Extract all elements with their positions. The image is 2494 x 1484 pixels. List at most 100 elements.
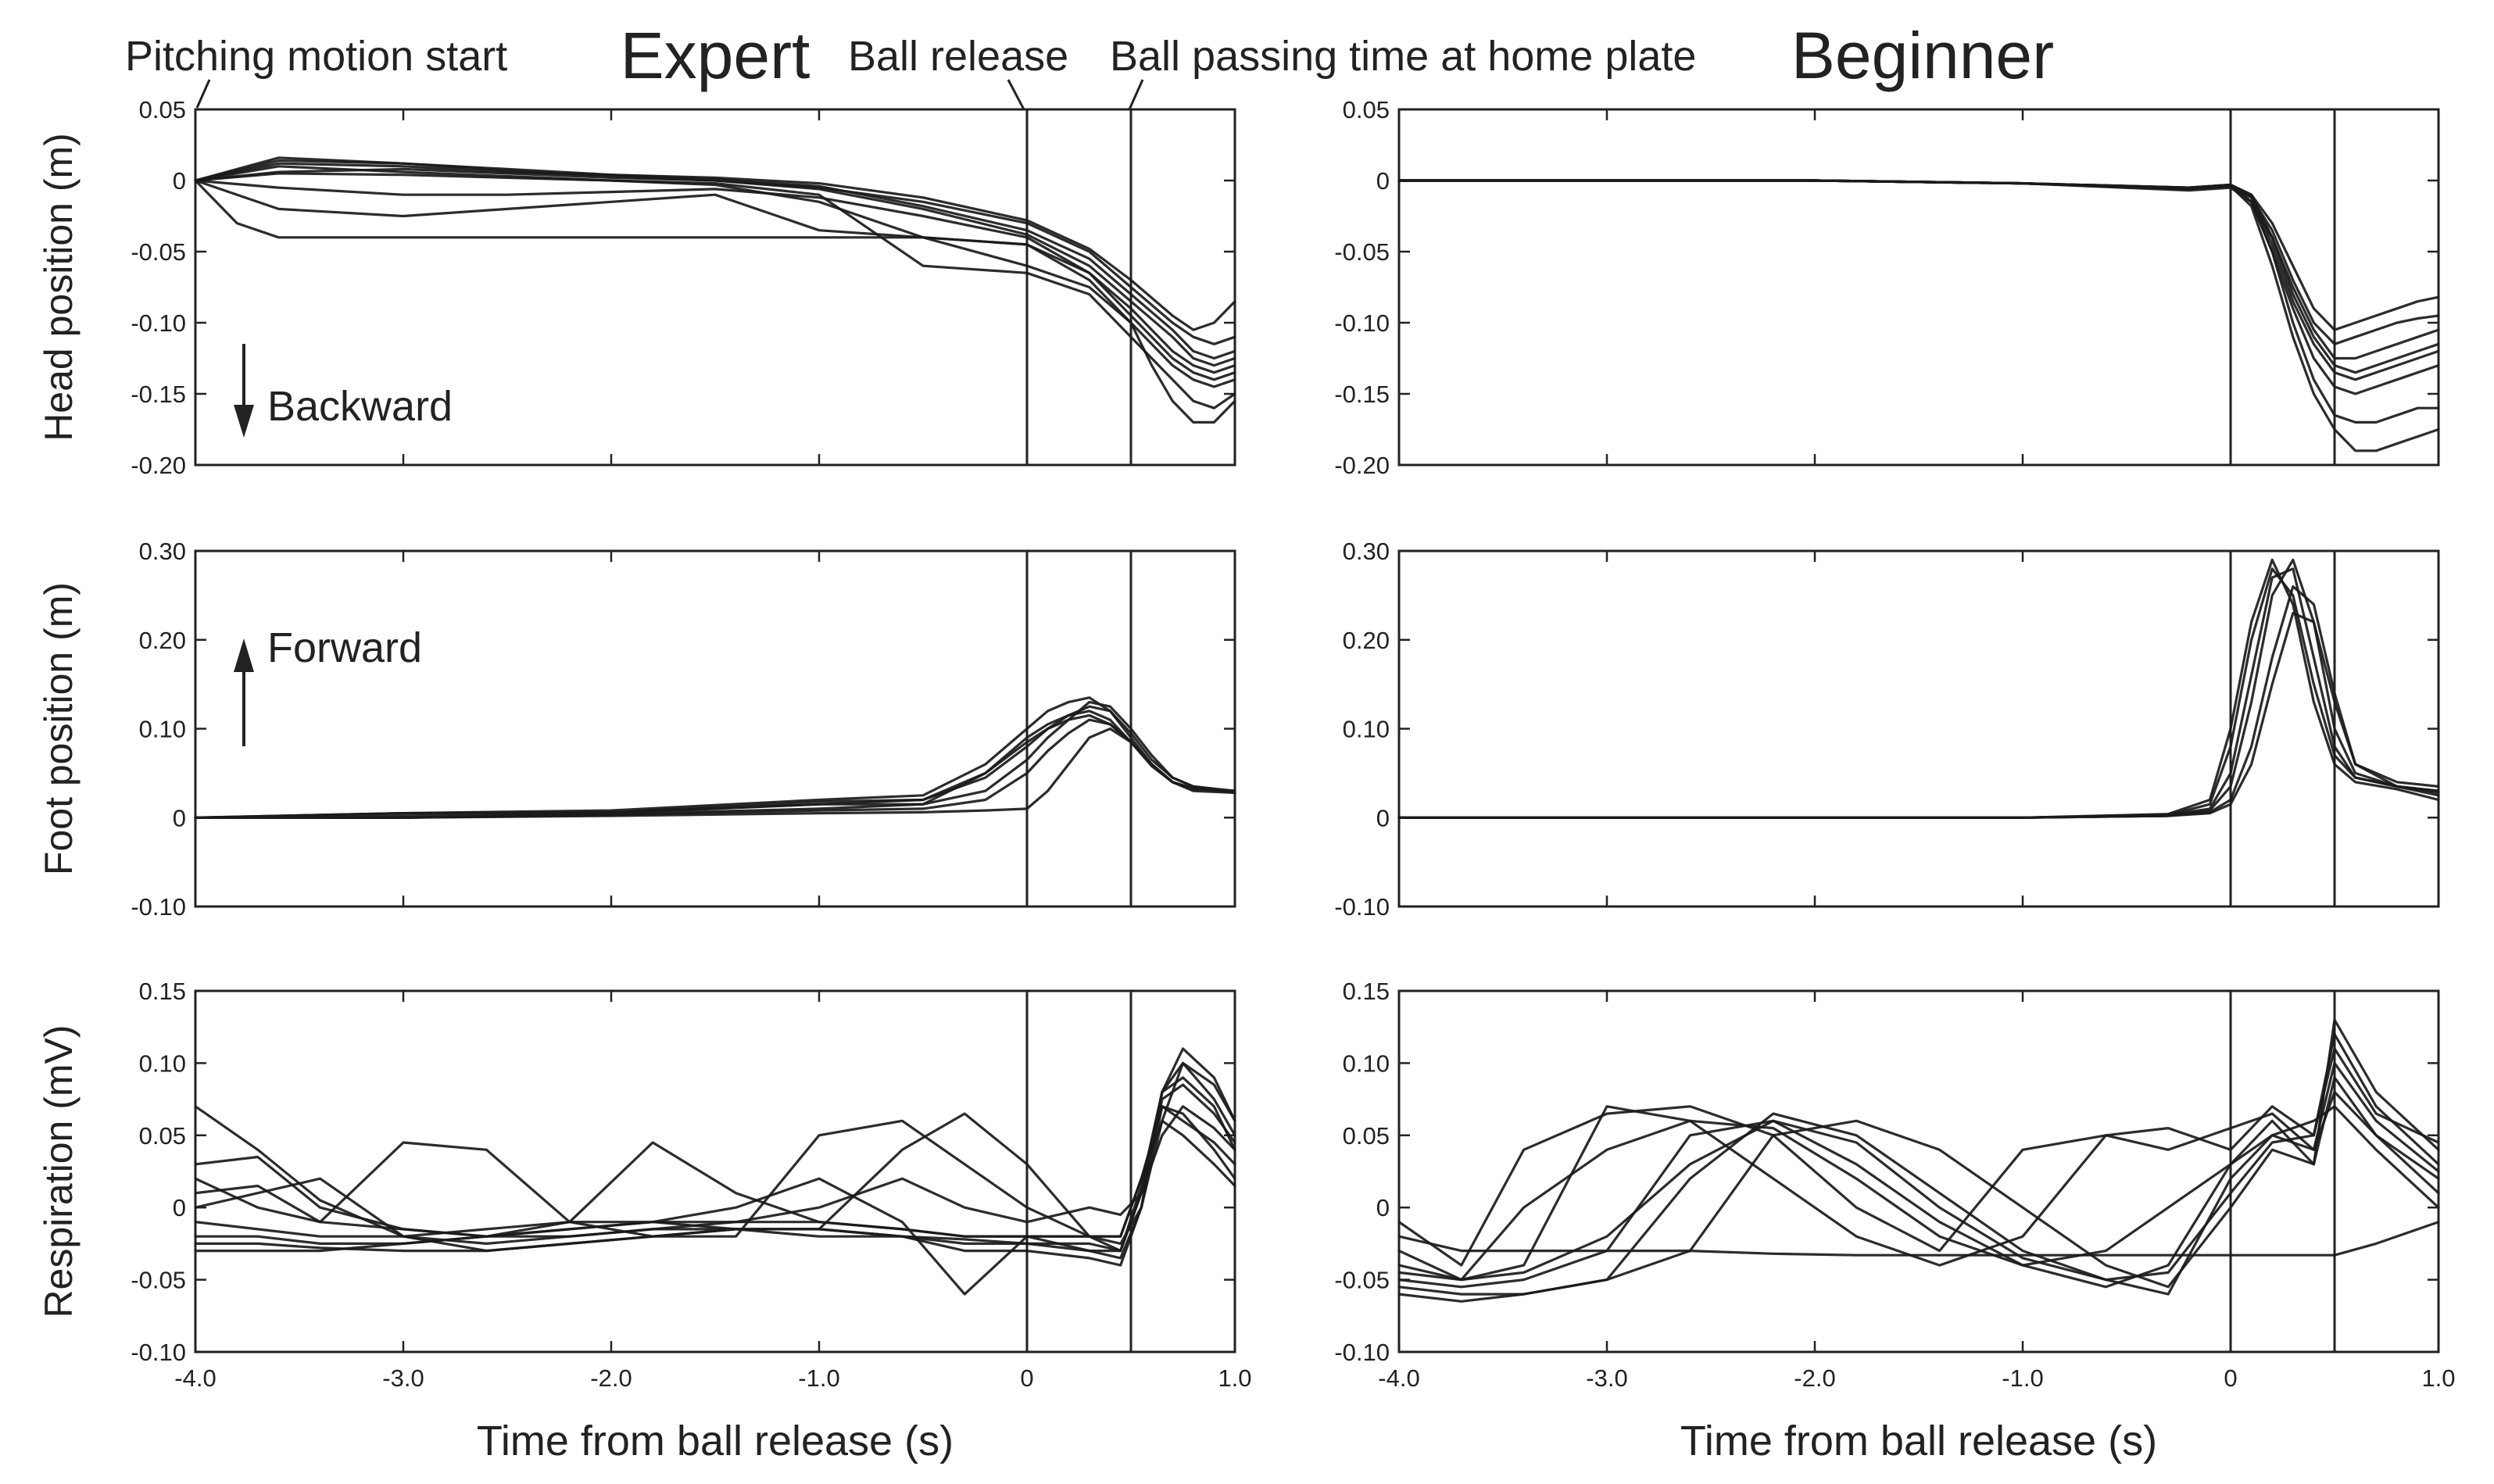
- series-line-9: [194, 1061, 1236, 1253]
- y-tick-label: 0: [1376, 167, 1390, 195]
- series-line-8: [1397, 179, 2440, 452]
- annotation-ball-release-leader: [1007, 79, 1025, 110]
- series-line-7: [194, 1119, 1236, 1253]
- y-tick-label: 0.05: [139, 1122, 186, 1150]
- y-tick-label: 0.10: [139, 716, 186, 743]
- direction-label-forward: Forward: [267, 624, 422, 671]
- series-line-2: [194, 162, 1236, 360]
- y-tick-label: 0.30: [1343, 538, 1390, 565]
- group-label-beginner: Beginner: [1791, 19, 2054, 92]
- series-line-6: [1397, 1105, 2440, 1282]
- series-line-7: [194, 713, 1236, 819]
- series-line-8: [1397, 1047, 2440, 1282]
- series-line-1: [1397, 567, 2440, 819]
- y-tick-label: 0: [1376, 804, 1390, 831]
- y-axis-label: Foot position (m): [37, 582, 81, 875]
- y-tick-label: -0.10: [1334, 893, 1390, 921]
- y-axis-label: Head position (m): [37, 133, 81, 442]
- series-line-4: [1397, 585, 2440, 819]
- y-axis-label: Respiration (mV): [37, 1024, 81, 1318]
- group-label-expert: Expert: [621, 19, 810, 92]
- y-tick-label: 0: [173, 1194, 186, 1221]
- series-line-5: [194, 179, 1236, 381]
- series-line-8: [194, 165, 1236, 424]
- axes-frame: [1397, 549, 2440, 908]
- x-axis-label: Time from ball release (s): [477, 1418, 954, 1464]
- series-line-6: [1397, 558, 2440, 819]
- panel-beginner_foot: 0.30 0.20 0.10 0 -0.10: [1334, 538, 2440, 921]
- series-line-3: [194, 700, 1236, 819]
- series-line-3: [194, 167, 1236, 367]
- x-tick-label: 0: [2224, 1364, 2237, 1392]
- x-tick-label: 1.0: [2421, 1364, 2455, 1392]
- y-tick-label: -0.20: [131, 452, 186, 479]
- x-tick-label: -2.0: [590, 1364, 632, 1392]
- y-tick-label: 0.15: [139, 978, 186, 1005]
- series-line-6: [194, 179, 1236, 388]
- y-tick-label: 0.05: [139, 96, 186, 123]
- axes-frame: [1397, 108, 2440, 467]
- axes-frame: [194, 549, 1236, 908]
- series-line-7: [1397, 1221, 2440, 1257]
- x-tick-label: -3.0: [1586, 1364, 1627, 1392]
- series-line-5: [1397, 612, 2440, 819]
- annotation-pitching-start: Pitching motion start: [125, 33, 507, 80]
- y-tick-label: 0.10: [1343, 1050, 1390, 1077]
- y-tick-label: -0.10: [1334, 309, 1390, 337]
- annotation-ball-release: Ball release: [848, 33, 1068, 80]
- y-tick-label: -0.05: [1334, 238, 1390, 266]
- series-line-5: [194, 718, 1236, 819]
- panel-beginner_head: 0.05 0 -0.05 -0.10 -0.15 -0.20: [1334, 96, 2440, 479]
- y-tick-label: -0.15: [131, 381, 186, 408]
- x-tick-label: -3.0: [382, 1364, 424, 1392]
- x-tick-label: -2.0: [1794, 1364, 1835, 1392]
- y-tick-label: 0: [1376, 1194, 1390, 1221]
- y-tick-label: 0: [173, 167, 186, 195]
- y-tick-label: -0.15: [1334, 381, 1390, 408]
- series-line-7: [194, 172, 1236, 409]
- x-tick-label: -4.0: [1378, 1364, 1419, 1392]
- panel-expert_head: 0.05 0 -0.05 -0.10 -0.15 -0.20 Head position (…: [37, 96, 1236, 479]
- arrow-down-icon: [234, 405, 254, 438]
- x-tick-label: 1.0: [1218, 1364, 1251, 1392]
- series-line-9: [194, 159, 1236, 331]
- y-tick-label: 0.10: [1343, 716, 1390, 743]
- y-tick-label: 0.20: [139, 627, 186, 654]
- series-line-4: [194, 696, 1236, 819]
- series-line-3: [1397, 558, 2440, 819]
- annotation-ball-passing-leader: [1128, 79, 1144, 110]
- x-tick-label: -1.0: [798, 1364, 839, 1392]
- x-axis-label: Time from ball release (s): [1680, 1418, 2157, 1464]
- series-line-8: [194, 1105, 1236, 1238]
- panels: 0.05 0 -0.05 -0.10 -0.15 -0.20 Head position (…: [37, 96, 2456, 1464]
- annotation-pitching-start-leader: [195, 79, 211, 109]
- y-tick-label: -0.10: [131, 893, 186, 921]
- y-tick-label: 0.15: [1343, 978, 1390, 1005]
- panel-expert_resp: 0.15 0.10 0.05 0 -0.05 -0.10-4.0 -3.0 -2.0 -1.0 0…: [37, 978, 1252, 1464]
- series-line-2: [1397, 1032, 2440, 1282]
- y-tick-label: -0.20: [1334, 452, 1390, 479]
- series-line-2: [194, 705, 1236, 819]
- series-line-4: [194, 179, 1236, 374]
- x-tick-label: 0: [1020, 1364, 1033, 1392]
- y-tick-label: 0.05: [1343, 96, 1390, 123]
- y-tick-label: -0.10: [131, 309, 186, 337]
- y-tick-label: -0.05: [131, 238, 186, 266]
- series-line-2: [1397, 567, 2440, 819]
- y-tick-label: -0.05: [1334, 1267, 1390, 1294]
- axes-frame: [1397, 989, 2440, 1353]
- y-tick-label: -0.05: [131, 1267, 186, 1294]
- y-tick-label: -0.10: [1334, 1339, 1390, 1366]
- direction-label-backward: Backward: [267, 383, 453, 430]
- y-tick-label: 0: [173, 804, 186, 831]
- panel-beginner_resp: 0.15 0.10 0.05 0 -0.05 -0.10-4.0 -3.0 -2.0 -1.0 0…: [1334, 978, 2455, 1464]
- panel-expert_foot: 0.30 0.20 0.10 0 -0.10 Foot position (m) Forwa…: [37, 538, 1236, 921]
- y-tick-label: -0.10: [131, 1339, 186, 1366]
- y-tick-label: 0.20: [1343, 627, 1390, 654]
- y-tick-label: 0.05: [1343, 1122, 1390, 1150]
- x-tick-label: -1.0: [2002, 1364, 2043, 1392]
- arrow-up-icon: [234, 638, 254, 672]
- axes-frame: [194, 989, 1236, 1353]
- series-line-5: [1397, 1076, 2440, 1303]
